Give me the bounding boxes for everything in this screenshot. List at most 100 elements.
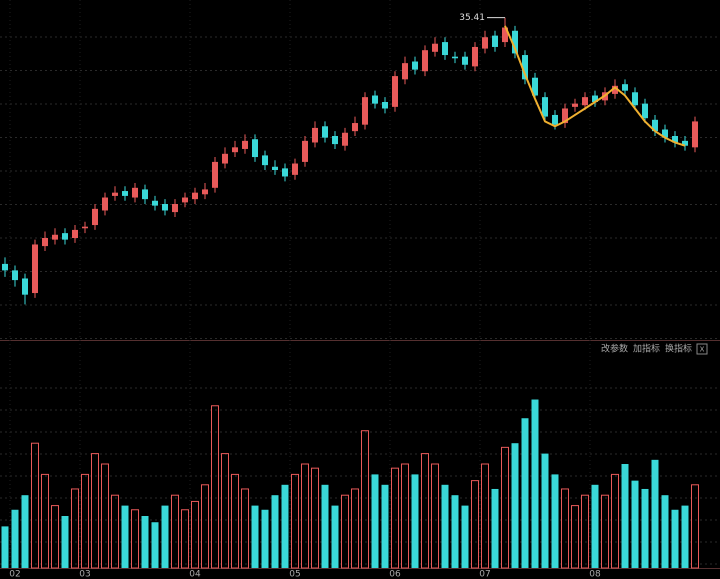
volume-bar (41, 473, 49, 569)
volume-bar (71, 488, 79, 569)
candle-body (572, 103, 578, 107)
volume-bar (11, 509, 19, 568)
high-label: 35.41 (459, 13, 485, 23)
candle-body (432, 43, 438, 52)
candle-body (202, 189, 208, 195)
candle-body (452, 56, 458, 59)
volume-bar (481, 463, 489, 569)
volume-bar (171, 494, 179, 569)
x-tick-label: 05 (289, 570, 300, 579)
candle-body (542, 97, 548, 117)
volume-bar (491, 488, 499, 568)
moving-average (504, 25, 686, 147)
close-box[interactable] (696, 343, 708, 355)
volume-bar (421, 453, 429, 569)
volume-bar (501, 446, 509, 569)
candle-body (252, 139, 258, 158)
x-tick-label: 07 (479, 570, 490, 579)
volume-bar (31, 442, 39, 569)
volume-bar (131, 509, 139, 569)
candle-body (62, 233, 68, 240)
candle-body (492, 35, 498, 47)
volume-bar (651, 459, 659, 568)
volume-bar (241, 488, 249, 569)
volume-bar (151, 522, 159, 568)
button[interactable]: 加指标 (633, 343, 660, 355)
candle-body (332, 136, 338, 145)
volume-bar (691, 484, 699, 569)
volume-bar (261, 509, 269, 568)
candle-body (192, 192, 198, 200)
volume-bar (321, 484, 329, 568)
candle-body (422, 50, 428, 72)
candle-body (662, 129, 668, 138)
candle-body (692, 121, 698, 148)
volume-bar (281, 484, 289, 568)
candle-body (72, 229, 78, 238)
candle-body (172, 204, 178, 213)
candle-body (322, 126, 328, 138)
button[interactable]: 改参数 (601, 343, 628, 355)
candle-body (352, 123, 358, 132)
candle-body (22, 278, 28, 295)
candle-body (562, 108, 568, 124)
volume-bar (291, 473, 299, 569)
candle-body (622, 84, 628, 91)
volume-bar (611, 473, 619, 569)
volume-bar (141, 516, 149, 568)
volume-bar (461, 505, 469, 568)
volume-bar (441, 484, 449, 568)
volume-bar (601, 494, 609, 569)
x-tick-label: 04 (189, 570, 201, 579)
candle-body (312, 127, 318, 143)
candle-body (142, 189, 148, 200)
volume-bar (521, 418, 529, 568)
candle-body (272, 166, 278, 170)
volume-bar (191, 500, 199, 569)
volume-bar (431, 463, 439, 569)
volume-bar (451, 495, 459, 568)
volume-bar (331, 505, 339, 568)
candle-body (302, 140, 308, 162)
candle-body (2, 263, 8, 271)
candle-body (482, 37, 488, 49)
candle-body (512, 30, 518, 54)
button[interactable]: 换指标 (665, 343, 692, 355)
volume-bar (221, 453, 229, 569)
x-tick-label: 02 (9, 570, 20, 579)
candle-body (442, 42, 448, 56)
volume-bar (471, 480, 479, 569)
volume-bar (381, 484, 389, 568)
volume-bar (411, 474, 419, 568)
volume-bar (21, 495, 29, 568)
candle-body (92, 208, 98, 226)
volume-bar (581, 494, 589, 569)
close-button[interactable]: X (700, 346, 705, 354)
candle-body (682, 140, 688, 146)
candle-body (382, 102, 388, 109)
volume-bar (401, 463, 409, 569)
candle-body (342, 132, 348, 146)
x-tick-label: 03 (79, 570, 90, 579)
candle-body (522, 55, 528, 80)
volume-bar (101, 463, 109, 569)
volume-bar (91, 453, 99, 569)
volume-bar (551, 474, 559, 568)
volume-bar (161, 505, 169, 568)
candle-body (182, 197, 188, 203)
candle-body (32, 244, 38, 294)
candle-body (642, 103, 648, 119)
volume-bar (211, 405, 219, 569)
candle-body (282, 168, 288, 177)
volume-bar (371, 474, 379, 568)
candle-body (372, 95, 378, 104)
candle-body (262, 155, 268, 166)
volume-bar (571, 505, 579, 569)
volume-bar (81, 473, 89, 569)
volume-bar (121, 505, 129, 568)
volume-bar (561, 488, 569, 569)
candle-body (362, 97, 368, 125)
candle-body (162, 204, 168, 211)
candle-body (242, 140, 248, 149)
